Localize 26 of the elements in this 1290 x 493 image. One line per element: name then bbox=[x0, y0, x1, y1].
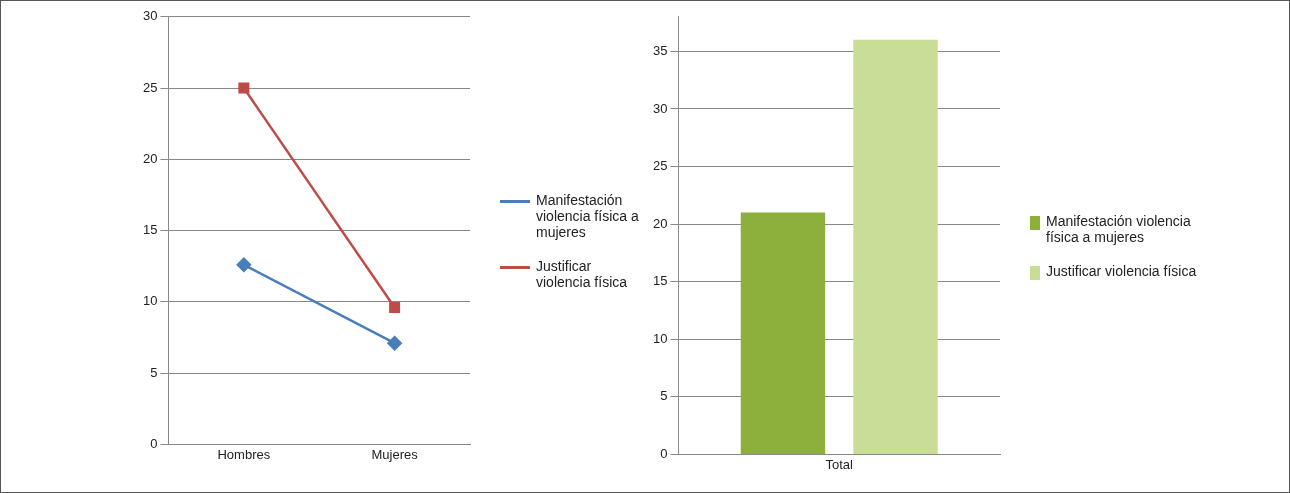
y-tick-label: 35 bbox=[652, 42, 668, 58]
y-tick-label: 25 bbox=[652, 158, 668, 174]
y-tick-label: 30 bbox=[652, 100, 668, 116]
legend-label: Manifestación violencia física a mujeres bbox=[1046, 212, 1192, 245]
x-tick-label: Mujeres bbox=[371, 446, 419, 462]
y-tick-label: 20 bbox=[142, 150, 158, 166]
y-tick-label: 10 bbox=[652, 330, 668, 346]
point bbox=[387, 335, 402, 351]
x-tick-label: Total bbox=[825, 456, 854, 472]
legend-label: Justificar violencia física bbox=[536, 258, 629, 290]
point bbox=[389, 302, 401, 314]
y-tick-label: 30 bbox=[142, 8, 158, 24]
y-tick-label: 15 bbox=[142, 222, 158, 238]
y-tick-label: 0 bbox=[660, 445, 668, 461]
legend-label: Justificar violencia física bbox=[1046, 262, 1197, 279]
point bbox=[238, 82, 250, 94]
y-tick-label: 5 bbox=[660, 388, 668, 404]
point bbox=[236, 257, 252, 273]
y-tick-label: 10 bbox=[142, 293, 158, 309]
y-tick-label: 25 bbox=[142, 79, 158, 95]
y-tick-label: 0 bbox=[150, 435, 158, 451]
legend-label: Manifestación violencia física a mujeres bbox=[536, 192, 640, 240]
y-tick-label: 15 bbox=[652, 273, 668, 289]
x-tick-label: Hombres bbox=[217, 446, 271, 462]
y-tick-label: 5 bbox=[150, 364, 158, 380]
y-tick-label: 20 bbox=[652, 215, 668, 231]
